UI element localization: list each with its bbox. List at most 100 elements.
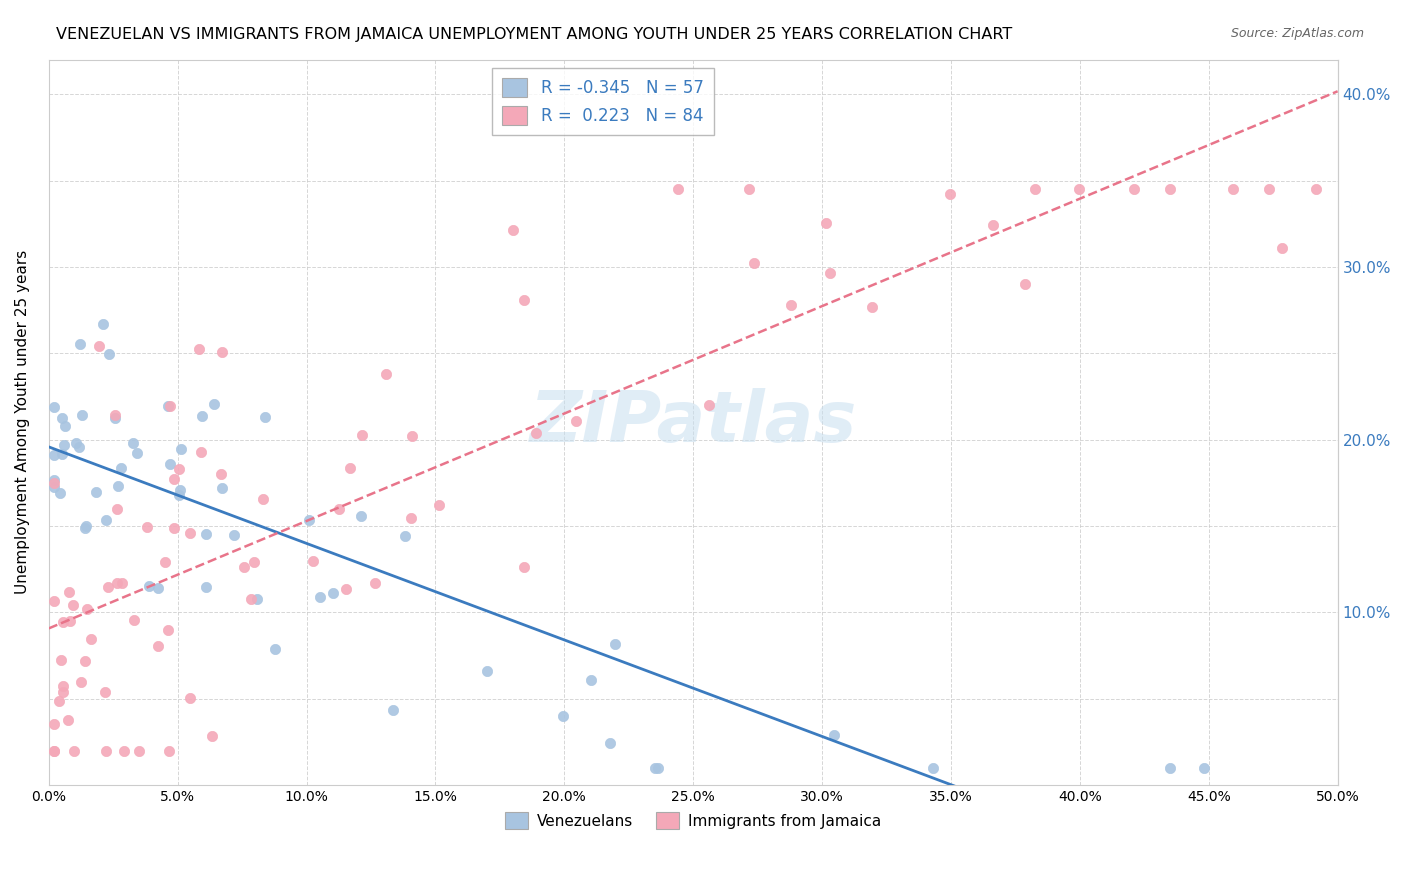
Point [232,560,254,574]
Point [70,675,93,690]
Point [51,679,73,693]
Point [1159,761,1181,775]
Point [328,501,350,516]
Point [551,709,574,723]
Point [51,410,73,425]
Point [744,255,766,269]
Point [105,575,128,590]
Point [1159,182,1181,196]
Point [59,614,82,628]
Point [96,743,118,757]
Point [169,483,191,498]
Point [94,684,117,698]
Point [42,400,65,414]
Point [350,509,373,524]
Point [697,399,720,413]
Point [122,613,145,627]
Point [69,337,91,351]
Point [1271,242,1294,256]
Point [513,559,536,574]
Point [1067,182,1090,196]
Point [52,438,75,452]
Point [195,527,218,541]
Point [97,580,120,594]
Point [252,491,274,506]
Point [375,368,398,382]
Point [322,585,344,599]
Point [264,642,287,657]
Point [75,654,97,668]
Point [146,581,169,595]
Point [42,448,65,462]
Legend: Venezuelans, Immigrants from Jamaica: Venezuelans, Immigrants from Jamaica [499,805,887,836]
Text: ZIPatlas: ZIPatlas [530,388,856,457]
Point [52,615,75,629]
Point [308,590,330,604]
Point [42,743,65,757]
Point [42,473,65,487]
Point [738,182,761,196]
Point [401,429,423,443]
Point [167,462,190,476]
Point [112,743,135,757]
Point [163,521,186,535]
Point [84,484,107,499]
Point [603,637,626,651]
Point [156,399,179,413]
Point [202,397,225,411]
Point [394,529,416,543]
Point [162,472,184,486]
Point [666,182,689,196]
Text: VENEZUELAN VS IMMIGRANTS FROM JAMAICA UNEMPLOYMENT AMONG YOUTH UNDER 25 YEARS CO: VENEZUELAN VS IMMIGRANTS FROM JAMAICA UN… [56,27,1012,42]
Point [599,736,621,750]
Point [364,576,387,591]
Point [188,342,211,356]
Point [922,761,945,775]
Point [97,347,120,361]
Point [1192,761,1215,775]
Point [136,520,159,534]
Point [89,339,111,353]
Point [167,488,190,502]
Point [159,458,181,472]
Point [56,713,79,727]
Point [981,219,1004,233]
Point [939,187,962,202]
Point [121,435,143,450]
Point [475,664,498,678]
Point [246,591,269,606]
Point [155,555,177,569]
Point [63,743,86,757]
Point [524,426,547,441]
Point [128,743,150,757]
Point [1024,182,1046,196]
Point [159,400,181,414]
Point [298,512,321,526]
Point [53,418,76,433]
Point [644,761,666,775]
Point [211,481,233,495]
Point [104,409,127,423]
Point [42,476,65,491]
Point [148,639,170,653]
Point [243,555,266,569]
Point [1014,277,1036,292]
Point [52,685,75,699]
Point [157,743,180,757]
Point [224,528,246,542]
Text: Source: ZipAtlas.com: Source: ZipAtlas.com [1230,27,1364,40]
Point [1222,182,1244,196]
Point [211,344,233,359]
Point [70,409,93,423]
Point [49,653,72,667]
Point [110,460,132,475]
Point [51,447,73,461]
Point [190,445,212,459]
Point [76,602,98,616]
Point [80,632,103,647]
Point [138,578,160,592]
Point [91,317,114,331]
Point [105,501,128,516]
Point [352,427,374,442]
Point [339,460,361,475]
